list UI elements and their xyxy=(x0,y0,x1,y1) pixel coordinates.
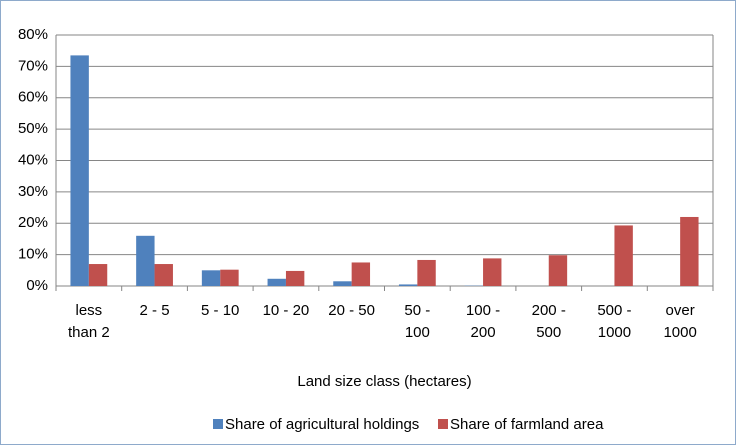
legend-label: Share of farmland area xyxy=(450,416,604,433)
bar xyxy=(398,284,418,286)
bar xyxy=(614,225,633,286)
x-tick-label: 200 - 500 xyxy=(531,302,566,341)
x-tick-label: over 1000 xyxy=(663,302,697,341)
y-tick-label: 30% xyxy=(18,183,48,200)
x-tick-label: 50 - 100 xyxy=(404,302,431,341)
bar xyxy=(88,264,108,286)
legend-swatch xyxy=(213,419,223,429)
x-tick-label: 2 - 5 xyxy=(139,302,170,319)
bar xyxy=(70,55,89,286)
y-tick-label: 80% xyxy=(18,26,48,43)
x-tick-label: 100 - 200 xyxy=(465,302,501,341)
y-tick-label: 50% xyxy=(18,120,48,137)
legend-label: Share of agricultural holdings xyxy=(225,416,419,433)
x-tick-label: 5 - 10 xyxy=(201,302,240,319)
y-tick-label: 20% xyxy=(18,214,48,231)
legend-swatch xyxy=(438,419,448,429)
bar xyxy=(136,235,155,286)
y-tick-label: 40% xyxy=(18,151,48,168)
y-tick-label: 0% xyxy=(26,277,48,294)
bar xyxy=(333,281,352,286)
x-tick-label: 20 - 50 xyxy=(328,302,375,319)
bar xyxy=(351,262,371,286)
bar xyxy=(220,269,239,286)
y-tick-label: 70% xyxy=(18,57,48,74)
x-tick-label: 500 - 1000 xyxy=(597,302,632,341)
bar xyxy=(483,258,502,286)
bar xyxy=(680,216,699,286)
x-axis-title: Land size class (hectares) xyxy=(297,373,471,390)
bar xyxy=(417,259,436,286)
x-tick-label: 10 - 20 xyxy=(262,302,310,319)
y-tick-label: 60% xyxy=(18,89,48,106)
bar xyxy=(201,270,221,286)
bar xyxy=(154,264,173,286)
bar xyxy=(285,270,305,286)
bar xyxy=(267,278,286,286)
x-tick-label: less than 2 xyxy=(67,302,110,341)
bar xyxy=(548,255,568,286)
y-tick-label: 10% xyxy=(18,246,48,263)
